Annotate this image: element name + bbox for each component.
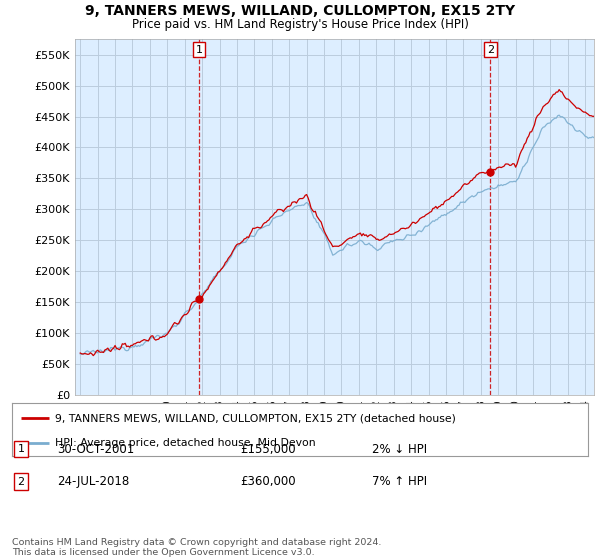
Text: 9, TANNERS MEWS, WILLAND, CULLOMPTON, EX15 2TY (detached house): 9, TANNERS MEWS, WILLAND, CULLOMPTON, EX… (55, 413, 456, 423)
Text: 7% ↑ HPI: 7% ↑ HPI (372, 475, 427, 488)
Text: Contains HM Land Registry data © Crown copyright and database right 2024.
This d: Contains HM Land Registry data © Crown c… (12, 538, 382, 557)
Text: £360,000: £360,000 (240, 475, 296, 488)
Text: 9, TANNERS MEWS, WILLAND, CULLOMPTON, EX15 2TY: 9, TANNERS MEWS, WILLAND, CULLOMPTON, EX… (85, 4, 515, 18)
Text: 2: 2 (17, 477, 25, 487)
Text: 1: 1 (196, 45, 203, 54)
Text: 24-JUL-2018: 24-JUL-2018 (57, 475, 129, 488)
Text: 30-OCT-2001: 30-OCT-2001 (57, 442, 134, 456)
Text: Price paid vs. HM Land Registry's House Price Index (HPI): Price paid vs. HM Land Registry's House … (131, 18, 469, 31)
Text: 2: 2 (487, 45, 494, 54)
Text: 1: 1 (17, 444, 25, 454)
Text: £155,000: £155,000 (240, 442, 296, 456)
Text: 2% ↓ HPI: 2% ↓ HPI (372, 442, 427, 456)
Text: HPI: Average price, detached house, Mid Devon: HPI: Average price, detached house, Mid … (55, 438, 316, 448)
